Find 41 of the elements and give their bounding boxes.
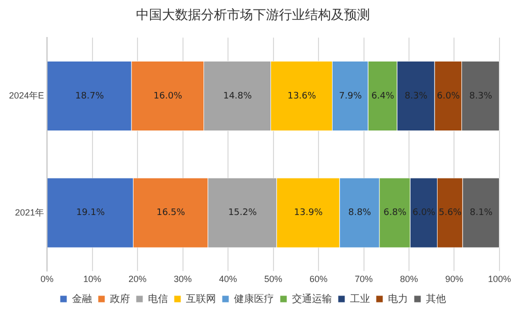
legend-label: 政府	[110, 292, 130, 305]
x-tick-label: 40%	[219, 274, 238, 284]
data-label: 16.5%	[156, 208, 186, 218]
x-tick-label: 100%	[488, 274, 512, 284]
x-tick-label: 10%	[83, 274, 102, 284]
data-label: 8.3%	[404, 91, 428, 102]
legend-label: 健康医疗	[234, 292, 274, 305]
x-tick-label: 80%	[400, 274, 418, 284]
x-tick-label: 30%	[174, 274, 192, 284]
data-label: 8.8%	[348, 208, 372, 218]
legend-label: 电信	[148, 292, 168, 305]
legend-label: 其他	[426, 292, 446, 305]
data-label: 16.0%	[154, 91, 183, 102]
legend-label: 电力	[388, 292, 408, 305]
x-tick-label: 90%	[445, 274, 464, 284]
data-label: 13.6%	[287, 91, 317, 102]
legend-label: 交通运输	[292, 292, 332, 305]
data-label: 14.8%	[223, 91, 252, 102]
data-label: 5.6%	[438, 208, 462, 218]
data-label: 8.3%	[469, 91, 493, 102]
x-tick-label: 60%	[309, 274, 328, 284]
data-label: 7.9%	[338, 91, 362, 102]
data-label: 6.8%	[384, 208, 407, 218]
data-label: 6.4%	[371, 91, 395, 102]
x-tick-label: 0%	[40, 274, 54, 284]
legend-label: 工业	[350, 292, 370, 305]
data-label: 19.1%	[76, 208, 106, 218]
data-label: 8.1%	[470, 208, 494, 218]
data-label: 6.0%	[412, 208, 436, 218]
data-label: 6.0%	[436, 91, 460, 102]
x-tick-label: 70%	[354, 274, 373, 284]
legend-label: 互联网	[186, 292, 216, 305]
y-tick-label: 2021年	[14, 207, 44, 218]
data-label: 18.7%	[75, 91, 104, 102]
legend-label: 金融	[72, 292, 92, 305]
y-tick-label: 2024年E	[8, 90, 44, 100]
x-tick-label: 20%	[128, 274, 147, 284]
chart-title: 中国大数据分析市场下游行业结构及预测	[136, 8, 370, 24]
data-label: 13.9%	[294, 208, 324, 218]
data-label: 15.2%	[228, 208, 258, 218]
x-tick-label: 50%	[264, 274, 282, 284]
